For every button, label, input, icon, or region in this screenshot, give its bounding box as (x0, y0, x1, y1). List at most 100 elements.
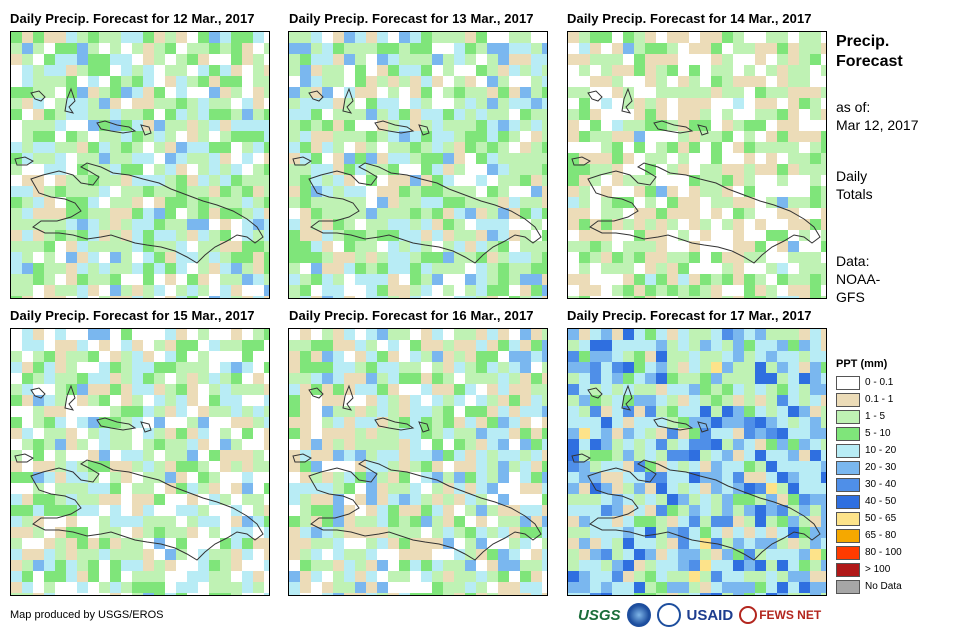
precip-cell (121, 494, 132, 505)
precip-cell (509, 175, 520, 186)
precip-cell (722, 274, 733, 285)
precip-cell (209, 263, 220, 274)
precip-cell (498, 505, 509, 516)
precip-cell (231, 406, 242, 417)
precip-cell (209, 593, 220, 595)
precip-cell (810, 362, 821, 373)
precip-cell (165, 329, 176, 340)
precip-cell (366, 560, 377, 571)
precip-cell (399, 571, 410, 582)
precip-cell (722, 494, 733, 505)
precip-cell (755, 593, 766, 595)
precip-cell (289, 428, 300, 439)
precip-cell (264, 131, 269, 142)
precip-cell (77, 395, 88, 406)
precip-cell (300, 109, 311, 120)
precip-cell (366, 241, 377, 252)
precip-cell (465, 98, 476, 109)
precip-cell (612, 494, 623, 505)
precip-cell (399, 109, 410, 120)
precip-cell (799, 439, 810, 450)
precip-cell (465, 54, 476, 65)
precip-cell (777, 241, 788, 252)
precip-cell (143, 593, 154, 595)
precip-cell (88, 417, 99, 428)
precip-cell (253, 450, 264, 461)
precip-cell (421, 384, 432, 395)
precip-cell (623, 131, 634, 142)
precip-cell (568, 571, 579, 582)
precip-cell (231, 219, 242, 230)
precip-cell (678, 428, 689, 439)
precip-cell (399, 208, 410, 219)
precip-cell (722, 54, 733, 65)
precip-cell (634, 395, 645, 406)
precip-cell (421, 439, 432, 450)
precip-cell (487, 175, 498, 186)
precip-cell (132, 560, 143, 571)
precip-cell (590, 373, 601, 384)
precip-cell (377, 406, 388, 417)
precip-cell (176, 175, 187, 186)
precip-cell (689, 32, 700, 43)
precip-cell (110, 208, 121, 219)
precip-cell (143, 373, 154, 384)
precip-cell (766, 384, 777, 395)
precip-cell (209, 406, 220, 417)
precip-cell (121, 560, 132, 571)
precip-cell (623, 406, 634, 417)
precip-cell (744, 450, 755, 461)
precip-cell (744, 582, 755, 593)
precip-cell (755, 483, 766, 494)
precip-cell (388, 428, 399, 439)
precip-cell (634, 197, 645, 208)
precip-cell (44, 274, 55, 285)
precip-cell (198, 285, 209, 296)
precip-cell (300, 131, 311, 142)
precip-cell (33, 406, 44, 417)
precip-cell (766, 362, 777, 373)
precip-cell (377, 76, 388, 87)
precip-cell (601, 483, 612, 494)
precip-cell (601, 109, 612, 120)
precip-cell (612, 505, 623, 516)
precip-cell (355, 560, 366, 571)
precip-cell (744, 230, 755, 241)
precip-cell (744, 395, 755, 406)
precip-cell (231, 164, 242, 175)
precip-cell (99, 98, 110, 109)
precip-cell (399, 153, 410, 164)
precip-cell (487, 131, 498, 142)
precip-cell (388, 32, 399, 43)
precip-cell (300, 417, 311, 428)
precip-cell (678, 494, 689, 505)
precip-cell (634, 351, 645, 362)
precip-cell (165, 241, 176, 252)
precip-cell (443, 208, 454, 219)
precip-cell (542, 373, 547, 384)
precip-cell (300, 362, 311, 373)
precip-cell (579, 186, 590, 197)
precip-cell (689, 461, 700, 472)
precip-cell (388, 384, 399, 395)
precip-cell (333, 516, 344, 527)
precip-cell (121, 461, 132, 472)
precip-cell (22, 560, 33, 571)
precip-cell (623, 340, 634, 351)
precip-cell (623, 219, 634, 230)
precip-cell (187, 505, 198, 516)
precip-cell (733, 120, 744, 131)
precip-cell (11, 483, 22, 494)
precip-cell (744, 241, 755, 252)
precip-cell (454, 538, 465, 549)
precip-cell (220, 76, 231, 87)
precip-cell (788, 263, 799, 274)
precip-cell (88, 43, 99, 54)
precip-cell (766, 560, 777, 571)
precip-cell (311, 142, 322, 153)
precip-cell (154, 252, 165, 263)
precip-cell (476, 329, 487, 340)
precip-cell (253, 329, 264, 340)
precip-cell (590, 417, 601, 428)
precip-cell (733, 164, 744, 175)
